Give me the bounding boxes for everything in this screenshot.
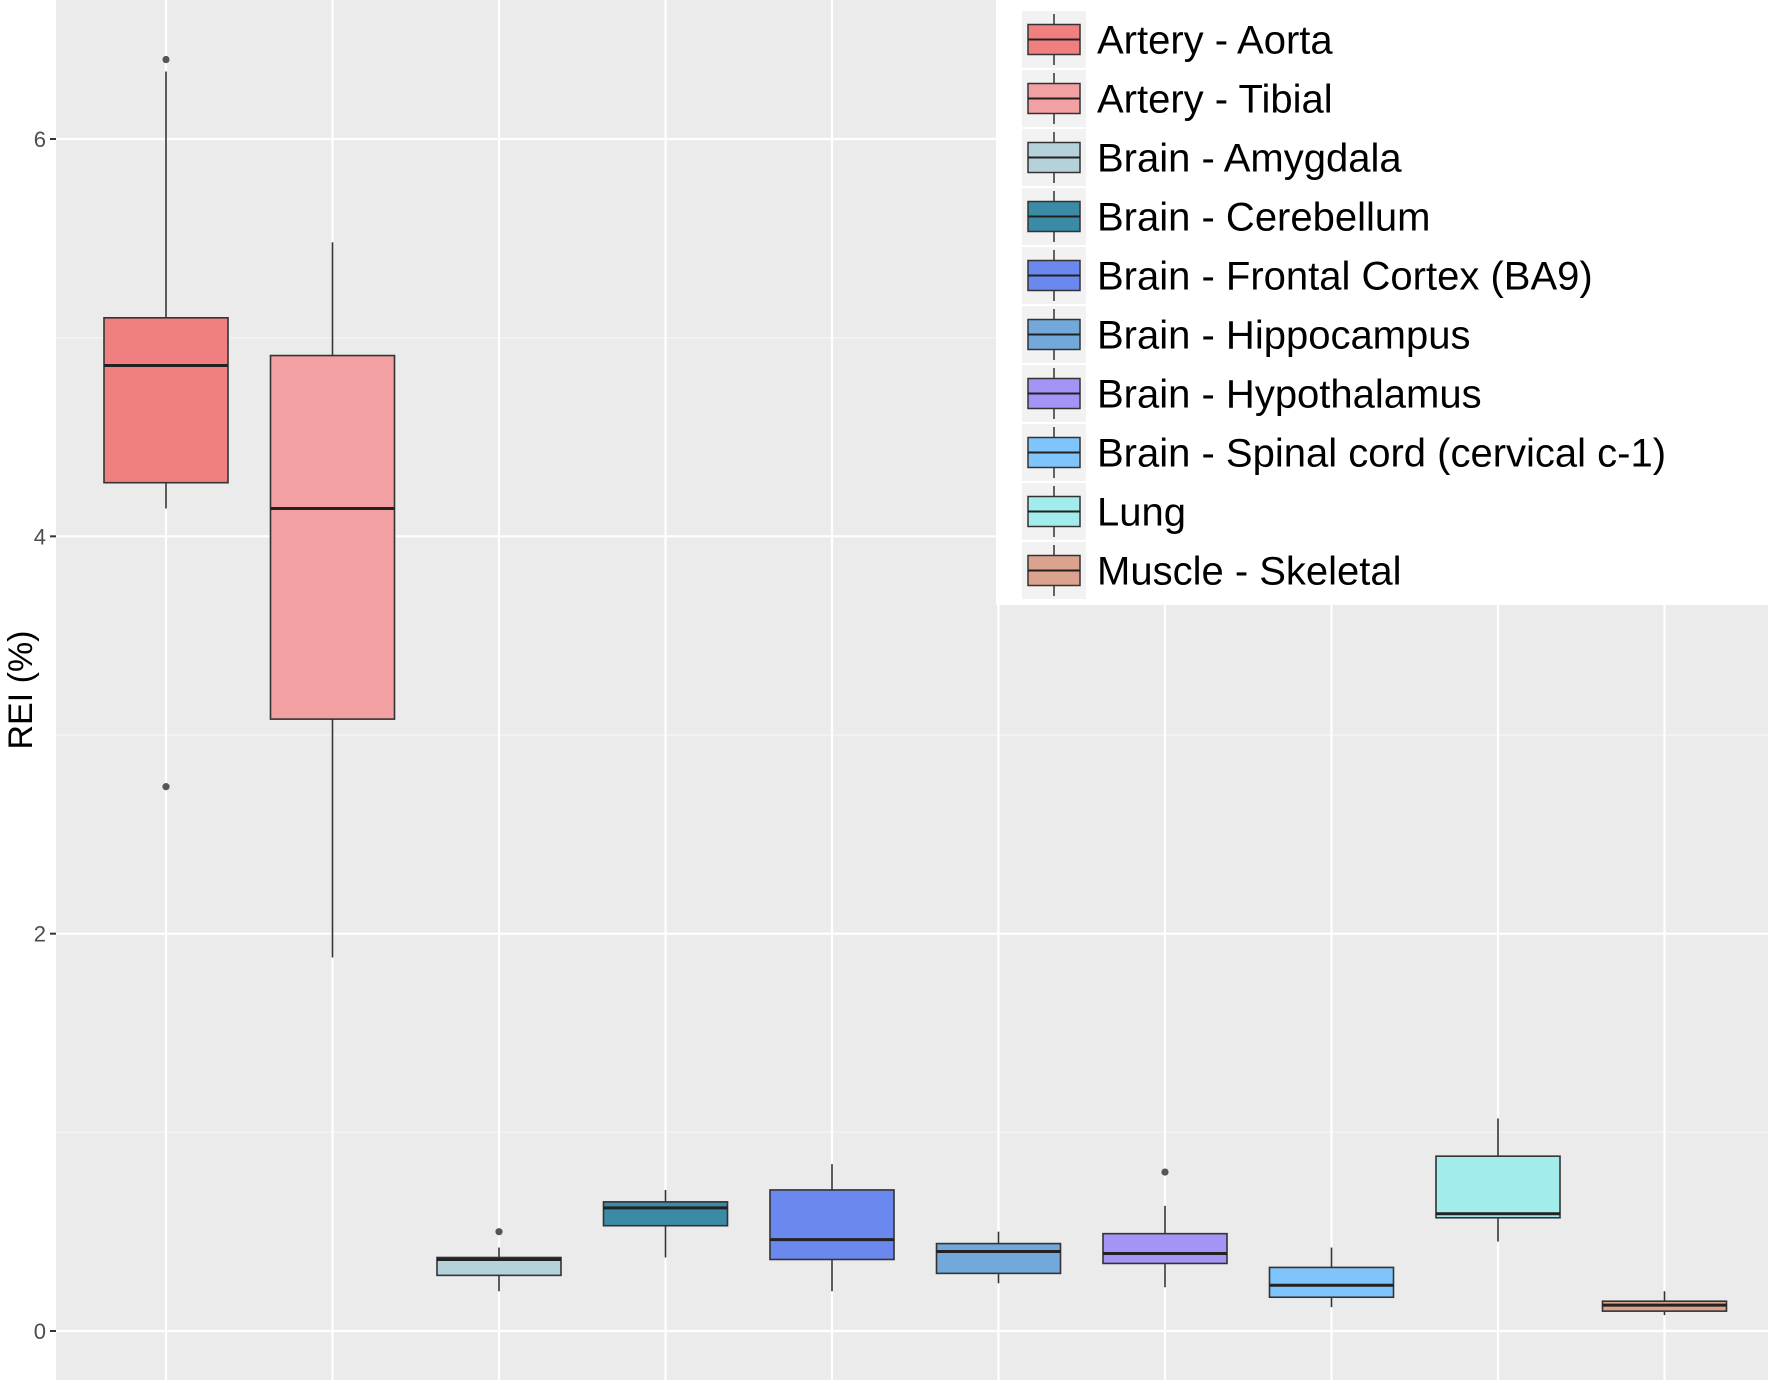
box-body [1435, 1155, 1561, 1219]
box-body [602, 1201, 729, 1227]
legend-label: Brain - Amygdala [1097, 137, 1402, 181]
legend-label: Brain - Frontal Cortex (BA9) [1097, 255, 1593, 299]
box-brain-frontal-cortex-ba9 [769, 1164, 895, 1292]
box-artery-aorta [103, 55, 229, 791]
box-brain-hippocampus [935, 1231, 1062, 1284]
box-body [269, 354, 396, 720]
box-body [769, 1189, 895, 1261]
outlier-point [162, 783, 170, 791]
box-brain-spinal-cord-cervical-c-1 [1268, 1247, 1395, 1308]
legend-entry: Lung [1022, 483, 1186, 540]
legend-label: Artery - Aorta [1097, 19, 1333, 63]
box-body [1102, 1232, 1228, 1265]
box-body [103, 316, 229, 484]
legend-entry: Brain - Amygdala [1022, 129, 1402, 186]
legend-entry: Brain - Hippocampus [1022, 306, 1471, 363]
legend-entry: Brain - Cerebellum [1022, 188, 1430, 245]
legend-entry: Brain - Frontal Cortex (BA9) [1022, 247, 1593, 304]
legend: Artery - Aorta Artery - Tibial Brain - Amy… [996, 0, 1768, 605]
box-artery-tibial [269, 242, 396, 958]
legend-label: Brain - Hippocampus [1097, 314, 1471, 358]
legend-label: Brain - Hypothalamus [1097, 373, 1482, 417]
legend-label: Lung [1097, 491, 1186, 535]
legend-label: Brain - Spinal cord (cervical c-1) [1097, 432, 1666, 476]
legend-entry: Muscle - Skeletal [1022, 542, 1402, 599]
outlier-point [495, 1228, 503, 1236]
y-axis: 0 2 4 6 [34, 127, 56, 1344]
box-brain-cerebellum [602, 1189, 729, 1258]
box-body [935, 1242, 1062, 1275]
legend-entry: Artery - Aorta [1022, 11, 1333, 68]
legend-entry: Brain - Hypothalamus [1022, 365, 1482, 422]
box-brain-amygdala [436, 1228, 562, 1292]
box-muscle-skeletal [1601, 1291, 1728, 1316]
box-lung [1435, 1118, 1561, 1242]
y-tick-label: 6 [34, 127, 46, 152]
y-tick-label: 4 [34, 524, 46, 549]
y-tick-label: 0 [34, 1319, 46, 1344]
legend-label: Brain - Cerebellum [1097, 196, 1430, 240]
legend-label: Muscle - Skeletal [1097, 550, 1402, 594]
box-brain-hypothalamus [1102, 1168, 1228, 1288]
legend-label: Artery - Tibial [1097, 78, 1333, 122]
legend-background [996, 0, 1768, 605]
legend-entry: Brain - Spinal cord (cervical c-1) [1022, 424, 1666, 481]
y-axis-label: REI (%) [2, 631, 40, 750]
legend-entry: Artery - Tibial [1022, 70, 1333, 127]
box-body [1268, 1266, 1395, 1299]
y-tick-label: 2 [34, 922, 46, 947]
box-body [436, 1256, 562, 1277]
outlier-point [162, 55, 170, 64]
outlier-point [1161, 1168, 1169, 1176]
boxes [103, 55, 1728, 1316]
